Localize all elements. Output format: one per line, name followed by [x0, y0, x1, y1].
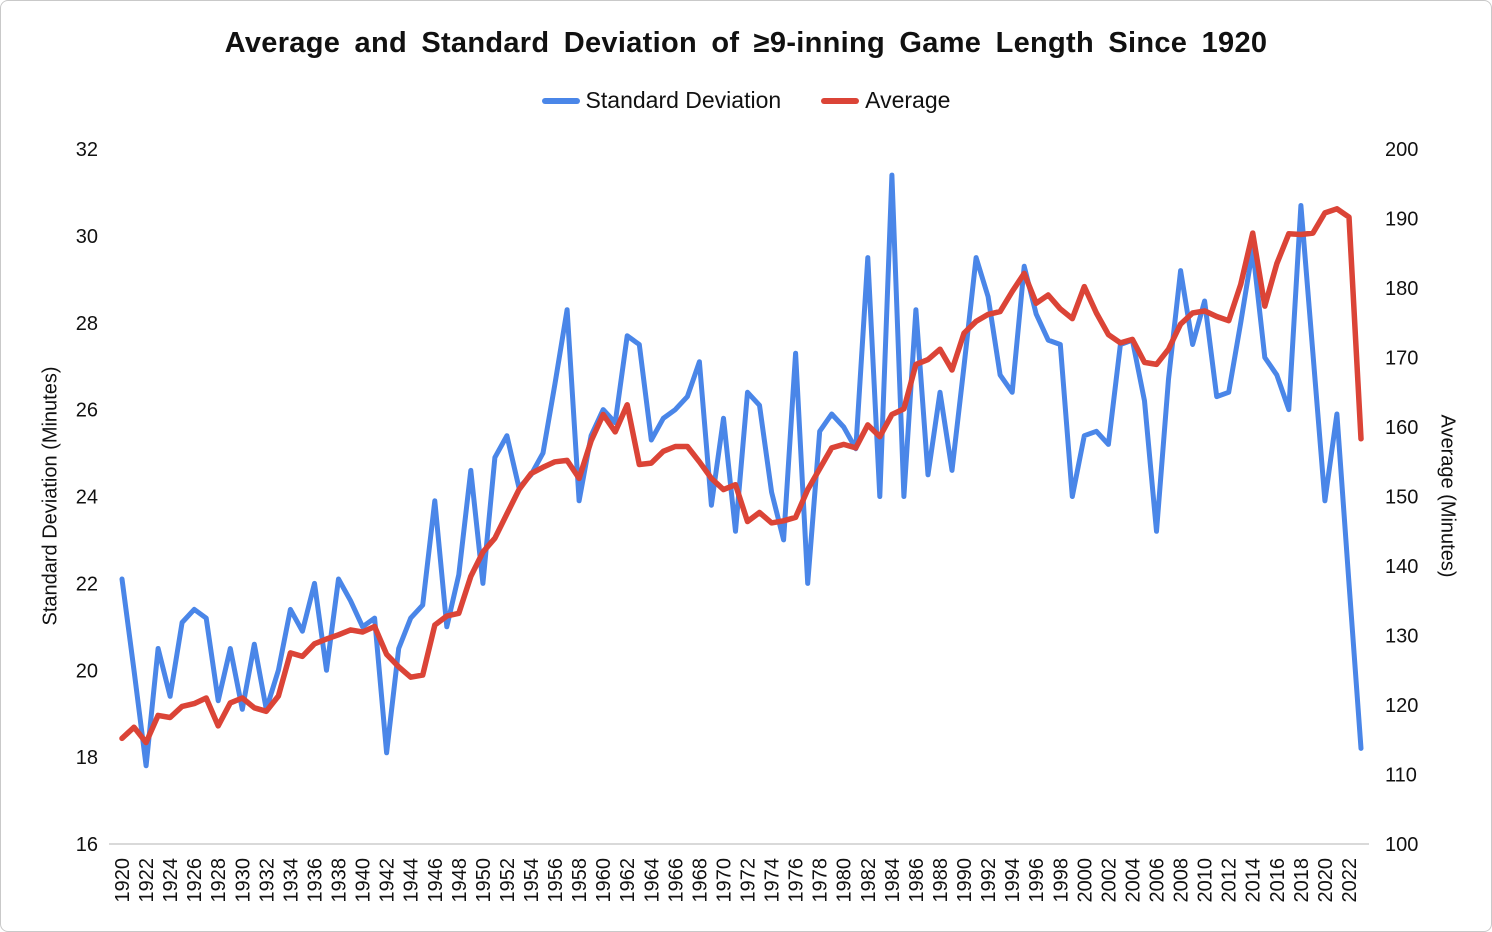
y-left-tick-label: 24 — [76, 487, 98, 509]
x-tick-label: 1942 — [377, 858, 399, 903]
axis-layer: 1618202224262830321001101201301401501601… — [76, 139, 1419, 903]
x-tick-label: 1924 — [160, 858, 182, 903]
x-tick-label: 1920 — [112, 858, 134, 903]
x-tick-label: 1928 — [208, 858, 230, 903]
legend-item-standard-deviation: Standard Deviation — [541, 87, 782, 114]
x-tick-label: 1986 — [906, 858, 928, 903]
x-tick-label: 1992 — [978, 858, 1000, 903]
x-tick-label: 1996 — [1026, 858, 1048, 903]
x-tick-label: 1946 — [425, 858, 447, 903]
x-tick-label: 2000 — [1074, 858, 1096, 903]
x-tick-label: 1962 — [617, 858, 639, 903]
legend-line-icon-blue — [541, 97, 580, 104]
x-tick-label: 2018 — [1291, 858, 1313, 903]
x-tick-label: 2020 — [1315, 858, 1337, 903]
x-tick-label: 1988 — [930, 858, 952, 903]
x-tick-label: 1990 — [954, 858, 976, 903]
y-right-tick-label: 130 — [1385, 626, 1418, 648]
x-tick-label: 2008 — [1171, 858, 1193, 903]
y-right-tick-label: 160 — [1385, 417, 1418, 439]
x-tick-label: 1972 — [738, 858, 760, 903]
x-tick-label: 1966 — [665, 858, 687, 903]
legend-item-average: Average — [821, 87, 950, 114]
legend-label-average: Average — [865, 87, 951, 113]
y-right-tick-label: 170 — [1385, 348, 1418, 370]
x-tick-label: 1998 — [1050, 858, 1072, 903]
chart-title: Average and Standard Deviation of ≥9-inn… — [224, 27, 1268, 59]
x-tick-label: 2014 — [1243, 858, 1265, 903]
x-tick-label: 2002 — [1098, 858, 1120, 903]
y-right-tick-label: 120 — [1385, 695, 1418, 717]
x-tick-label: 1964 — [641, 858, 663, 903]
x-tick-label: 1994 — [1002, 858, 1024, 903]
y-left-tick-label: 16 — [76, 834, 98, 856]
x-tick-label: 2006 — [1147, 858, 1169, 903]
legend-line-icon-red — [821, 97, 860, 104]
y-right-tick-label: 100 — [1385, 834, 1418, 856]
x-tick-label: 1944 — [401, 858, 423, 903]
y-left-tick-label: 26 — [76, 400, 98, 422]
x-tick-label: 1958 — [569, 858, 591, 903]
y-left-tick-label: 32 — [76, 139, 98, 161]
x-tick-label: 1930 — [232, 858, 254, 903]
y-right-tick-label: 140 — [1385, 556, 1418, 578]
x-tick-label: 1984 — [882, 858, 904, 903]
y-left-tick-label: 20 — [76, 660, 98, 682]
legend-label-standard-deviation: Standard Deviation — [585, 87, 782, 113]
y-right-tick-label: 110 — [1385, 765, 1417, 787]
x-tick-label: 1960 — [593, 858, 615, 903]
x-tick-label: 2004 — [1122, 858, 1144, 903]
y-right-tick-label: 200 — [1385, 139, 1418, 161]
y-left-tick-label: 22 — [76, 573, 98, 595]
series-line-average — [119, 206, 1364, 746]
x-tick-label: 1936 — [304, 858, 326, 903]
x-tick-label: 1950 — [473, 858, 495, 903]
x-tick-label: 1978 — [810, 858, 832, 903]
y-left-tick-label: 18 — [76, 747, 98, 769]
series-layer — [119, 172, 1364, 769]
y-left-tick-label: 30 — [76, 226, 98, 248]
x-tick-label: 1938 — [329, 858, 351, 903]
x-tick-label: 2010 — [1195, 858, 1217, 903]
x-tick-label: 1922 — [136, 858, 158, 903]
x-tick-label: 1926 — [184, 858, 206, 903]
x-tick-label: 1974 — [762, 858, 784, 903]
x-tick-label: 2016 — [1267, 858, 1289, 903]
x-tick-label: 1976 — [786, 858, 808, 903]
x-tick-label: 1954 — [521, 858, 543, 903]
x-tick-label: 1980 — [834, 858, 856, 903]
x-tick-label: 1956 — [545, 858, 567, 903]
y-left-tick-label: 28 — [76, 313, 98, 335]
x-tick-label: 2012 — [1219, 858, 1241, 903]
y-right-tick-label: 150 — [1385, 487, 1418, 509]
x-tick-label: 1948 — [449, 858, 471, 903]
series-line-standard-deviation — [119, 172, 1364, 769]
legend: Standard Deviation Average — [1, 87, 1491, 114]
x-tick-label: 1970 — [713, 858, 735, 903]
x-tick-label: 1968 — [689, 858, 711, 903]
x-tick-label: 2022 — [1339, 858, 1361, 903]
x-tick-label: 1982 — [858, 858, 880, 903]
y-right-tick-label: 180 — [1385, 278, 1418, 300]
x-tick-label: 1934 — [280, 858, 302, 903]
x-tick-label: 1952 — [497, 858, 519, 903]
x-tick-label: 1932 — [256, 858, 278, 903]
x-tick-label: 1940 — [353, 858, 375, 903]
y-right-tick-label: 190 — [1385, 209, 1418, 231]
